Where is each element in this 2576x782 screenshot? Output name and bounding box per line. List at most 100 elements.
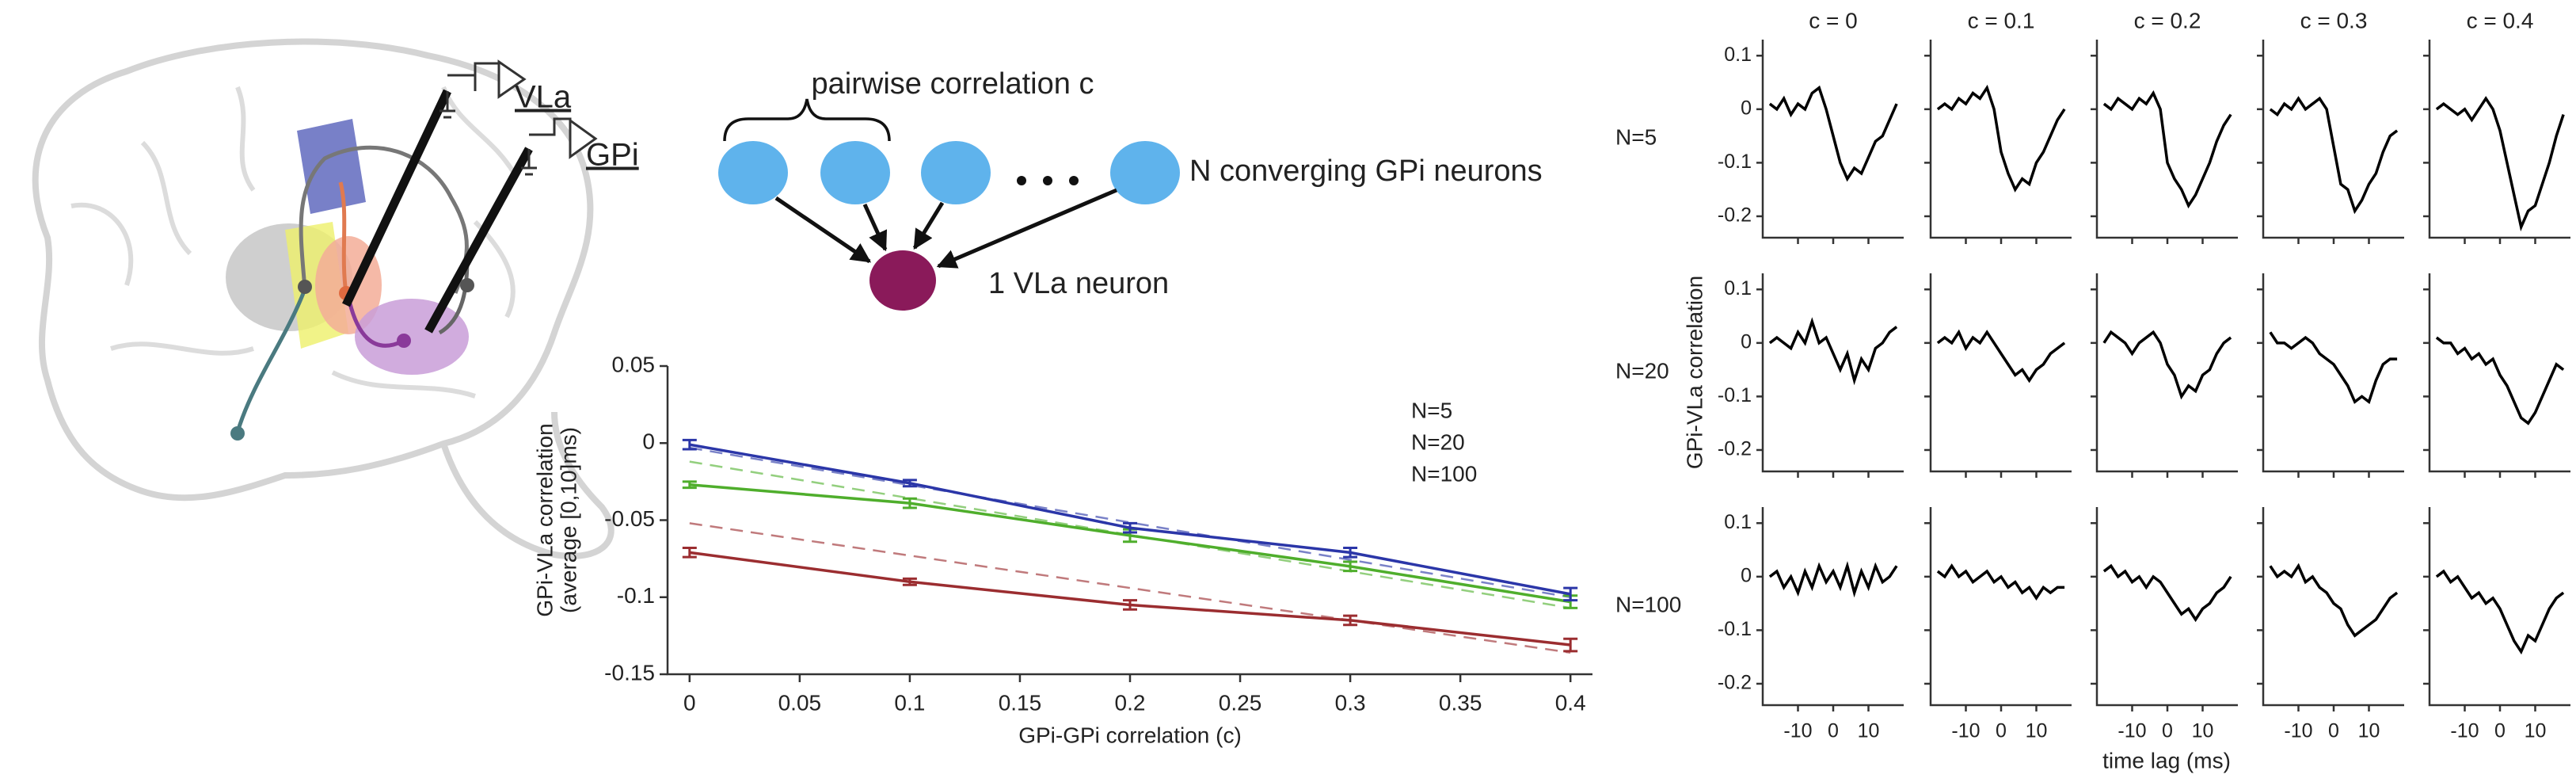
- x-tick-label: 10: [2026, 720, 2048, 742]
- x-tick-label: -10: [2284, 720, 2312, 742]
- main-chart: -0.15 -0.1 -0.05 0 0.05 0 0.05 0.1 0.15 0.2 0.25 0.…: [532, 352, 1592, 747]
- trace: [1768, 317, 1898, 386]
- y-tick-label: -0.1: [1718, 618, 1752, 640]
- column-title: c = 0: [1809, 8, 1857, 32]
- column-title: c = 0.1: [1968, 8, 2035, 32]
- trace: [2435, 96, 2565, 232]
- ellipsis-dot: [1017, 176, 1026, 185]
- y-axis-label: GPi-VLa correlation: [532, 423, 557, 616]
- x-tick-label: 0.2: [1115, 690, 1146, 715]
- x-tick-label: 0: [683, 690, 696, 715]
- panel: -0.2 -0.1 0 0.1: [1718, 40, 1904, 244]
- x-tick-label: 0.25: [1219, 690, 1262, 715]
- amplifier: [497, 59, 527, 99]
- gpi-neuron: [1110, 141, 1180, 204]
- y-tick-label: -0.2: [1718, 204, 1752, 227]
- error-bar: [902, 479, 917, 488]
- x-tick-label: -10: [2117, 720, 2146, 742]
- y-tick-label: 0.05: [612, 352, 656, 376]
- axes: [2095, 40, 2238, 239]
- axes: [666, 366, 1592, 676]
- panel: [2257, 273, 2404, 478]
- trace: [1936, 329, 2066, 383]
- y-tick-label: 0.1: [1724, 44, 1752, 66]
- y-axis-label: GPi-VLa correlation: [1682, 276, 1707, 469]
- x-tick-label: 10: [2358, 720, 2380, 742]
- fit-line: [689, 460, 1571, 609]
- amplifier-wire: [439, 62, 500, 119]
- y-tick-label: -0.15: [604, 660, 655, 685]
- axes: [2262, 40, 2404, 239]
- error-bar: [1563, 586, 1578, 602]
- error-bar: [902, 577, 917, 586]
- axes: [1761, 507, 1904, 707]
- brace: [723, 98, 891, 142]
- x-tick-label: 10: [1858, 720, 1880, 742]
- x-tick-label: 0.3: [1335, 690, 1366, 715]
- row-label: N=5: [1615, 124, 1657, 149]
- x-tick-label: -10: [1951, 720, 1980, 742]
- y-tick-label: -0.2: [1718, 672, 1752, 694]
- trace: [1768, 561, 1898, 598]
- gpi-neuron: [820, 141, 890, 204]
- arrow: [936, 188, 1117, 269]
- x-tick-label: 0.4: [1555, 690, 1586, 715]
- panel: [1924, 40, 2072, 244]
- gpi-neuron: [718, 141, 788, 204]
- cerebellum: [440, 411, 615, 559]
- x-tick-label: -10: [2450, 720, 2479, 742]
- error-bar: [1343, 560, 1358, 573]
- fit-line: [689, 522, 1571, 654]
- trace: [2269, 96, 2399, 215]
- small-multiples: c = 0 c = 0.1 c = 0.2 c = 0.3 c = 0.4 N=5 N=20…: [1615, 8, 2570, 772]
- trace: [1936, 563, 2065, 601]
- y-tick-label: 0: [1741, 564, 1752, 586]
- y-tick-label: 0: [642, 429, 655, 454]
- x-tick-label: 0.35: [1439, 690, 1482, 715]
- network-diagram: pairwise correlation c N converging GPi …: [718, 67, 1543, 311]
- soma: [460, 278, 474, 292]
- projection: [299, 145, 469, 294]
- error-bar: [902, 497, 917, 509]
- trace: [1768, 85, 1898, 182]
- y-tick-label: 0.1: [1724, 277, 1752, 299]
- axes: [2262, 273, 2404, 473]
- x-tick-label: 10: [2192, 720, 2214, 742]
- row-label: N=100: [1615, 592, 1681, 616]
- panel: [2091, 273, 2238, 478]
- arrow: [912, 201, 945, 250]
- gpi-label: N converging GPi neurons: [1189, 154, 1543, 188]
- axes: [2095, 273, 2238, 473]
- y-tick-label: -0.1: [1718, 384, 1752, 406]
- trace: [2269, 331, 2398, 405]
- ellipsis-dot: [1069, 176, 1079, 185]
- error-bar: [1343, 614, 1358, 627]
- y-tick-label: -0.2: [1718, 438, 1752, 460]
- x-tick-label: 0: [2494, 720, 2506, 742]
- panel: -10 0 10: [2423, 507, 2570, 742]
- trace: [2435, 336, 2565, 425]
- gpi-label: GPi: [586, 138, 639, 173]
- axes: [2095, 507, 2238, 707]
- error-bar: [1343, 547, 1358, 559]
- x-tick-label: 0: [2328, 720, 2339, 742]
- arrow: [774, 196, 872, 264]
- series-line: [689, 551, 1571, 647]
- panel: -0.2 -0.1 0 0.1: [1718, 273, 1904, 478]
- error-bar: [1123, 521, 1137, 534]
- x-tick-label: 0: [2162, 720, 2173, 742]
- arrow: [862, 203, 888, 252]
- trace: [2102, 563, 2232, 623]
- electrode: [424, 147, 533, 334]
- y-tick-label: -0.05: [604, 506, 655, 531]
- x-tick-label: 0.05: [778, 690, 822, 715]
- trace: [2102, 90, 2232, 209]
- legend-entry: N=5: [1411, 398, 1452, 422]
- error-bar: [1123, 599, 1137, 611]
- electrode: [342, 89, 451, 307]
- y-tick-label: -0.1: [617, 583, 655, 608]
- fit-line: [689, 446, 1571, 598]
- panel: [2257, 40, 2404, 244]
- error-bar: [682, 547, 697, 559]
- axes: [2428, 40, 2570, 239]
